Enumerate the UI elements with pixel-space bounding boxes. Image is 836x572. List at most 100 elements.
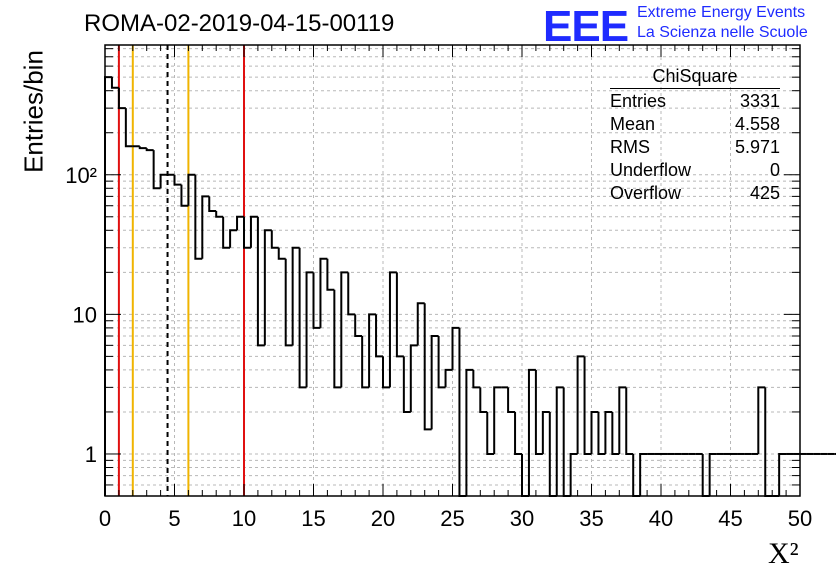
x-tick-label: 0 (99, 506, 111, 531)
histogram-bin (270, 230, 279, 249)
x-tick-label: 20 (371, 506, 395, 531)
histogram-bin (138, 146, 147, 150)
histogram-bin (305, 271, 314, 388)
histogram-bin (576, 355, 585, 454)
y-tick-label: 1 (85, 442, 97, 467)
histogram-bin (479, 387, 488, 413)
histogram-bin (416, 302, 425, 346)
histogram-bin (326, 258, 335, 291)
y-axis-label: Entries/bin (18, 50, 49, 173)
stats-row: Entries 3331 (610, 91, 780, 114)
histogram-bin (124, 108, 133, 148)
histogram-bin (388, 271, 397, 388)
histogram-bin (444, 368, 453, 388)
histogram-bin (382, 356, 390, 389)
stats-value: 5.971 (734, 137, 780, 157)
stats-row: RMS 5.971 (610, 137, 780, 160)
histogram-bin (201, 195, 210, 259)
histogram-bin (402, 356, 411, 413)
eee-logo: EEE (543, 2, 629, 51)
x-axis-label: X² (768, 537, 799, 570)
histogram-bin (514, 411, 522, 455)
histogram-bin (319, 257, 328, 328)
stats-row: Mean 4.558 (610, 114, 780, 137)
histogram-bin (291, 246, 300, 346)
histogram-bin (368, 313, 377, 388)
histogram-bin (625, 387, 634, 455)
plot-frame (104, 44, 801, 497)
x-tick-label: 45 (718, 506, 742, 531)
x-tick-label: 30 (510, 506, 534, 531)
histogram-bin (562, 387, 571, 497)
histogram-bin (555, 386, 564, 496)
histogram-bin (395, 272, 404, 358)
histogram-bin (333, 289, 342, 389)
x-tick-label: 5 (168, 506, 180, 531)
histogram-bin (569, 452, 578, 496)
histogram-bin (527, 368, 536, 496)
histogram-bin (256, 216, 265, 347)
histogram-bin (152, 150, 161, 190)
histogram-bin (312, 272, 321, 329)
histogram-bin (597, 411, 606, 455)
x-tick-label: 40 (649, 506, 673, 531)
stats-value: 3331 (739, 91, 780, 111)
histogram-bin (361, 335, 370, 389)
stats-label: Mean (610, 114, 656, 134)
histogram-bin (451, 326, 460, 370)
stats-label: Overflow (610, 183, 682, 203)
x-tick-label: 35 (579, 506, 603, 531)
histogram-bin (284, 258, 293, 347)
histogram-bin (534, 369, 543, 455)
histogram-bin (222, 216, 231, 249)
histogram-bin (639, 452, 648, 496)
x-tick-label: 25 (440, 506, 464, 531)
histogram-series (104, 76, 836, 497)
histogram-bin (472, 369, 481, 389)
reference-lines (117, 45, 245, 496)
histogram-bin (110, 77, 119, 89)
stats-value: 0 (769, 160, 780, 180)
histogram-bin (117, 87, 126, 110)
histogram-bin (194, 174, 203, 260)
histogram-bin (187, 173, 196, 206)
grid-lines (105, 45, 800, 496)
logo-line-1: Extreme Energy Events (637, 4, 806, 21)
histogram-bin (347, 272, 356, 316)
stats-value: 425 (749, 183, 780, 203)
stats-row: Underflow 0 (610, 160, 780, 183)
histogram-bin (340, 271, 349, 388)
histogram-bin (590, 410, 599, 454)
histogram-bin (708, 452, 717, 496)
histogram-bin (541, 410, 550, 454)
histogram-bin (173, 174, 182, 186)
histogram-bin (611, 411, 620, 455)
histogram-bin (423, 303, 432, 431)
x-tick-label: 10 (232, 506, 256, 531)
histogram-bin (236, 215, 244, 231)
logo-line-2: La Scienza nelle Scuole (637, 24, 808, 41)
histogram-bin (493, 386, 502, 454)
histogram-bin (298, 247, 307, 389)
stats-label: Entries (610, 91, 667, 111)
histogram-bin (778, 452, 787, 496)
histogram-bin (104, 76, 112, 496)
stats-box: ChiSquare Entries 3331 Mean 4.558 RMS 5.… (610, 66, 780, 206)
histogram-bin (618, 386, 627, 454)
y-tick-label: 10² (65, 163, 97, 188)
histogram-bin (354, 314, 363, 337)
stats-value: 4.558 (734, 114, 780, 134)
histogram-bin (243, 216, 251, 249)
histogram-bin (159, 173, 168, 189)
histogram-bin (604, 410, 613, 454)
histogram-bin (208, 196, 217, 213)
x-tick-label: 15 (301, 506, 325, 531)
y-tick-label: 10 (73, 302, 97, 327)
histogram-bin (409, 344, 418, 412)
histogram-bin (180, 184, 189, 207)
x-tick-label: 50 (788, 506, 812, 531)
histogram-bin (229, 229, 238, 248)
histogram-bin (263, 229, 272, 346)
stats-title: ChiSquare (610, 66, 780, 89)
